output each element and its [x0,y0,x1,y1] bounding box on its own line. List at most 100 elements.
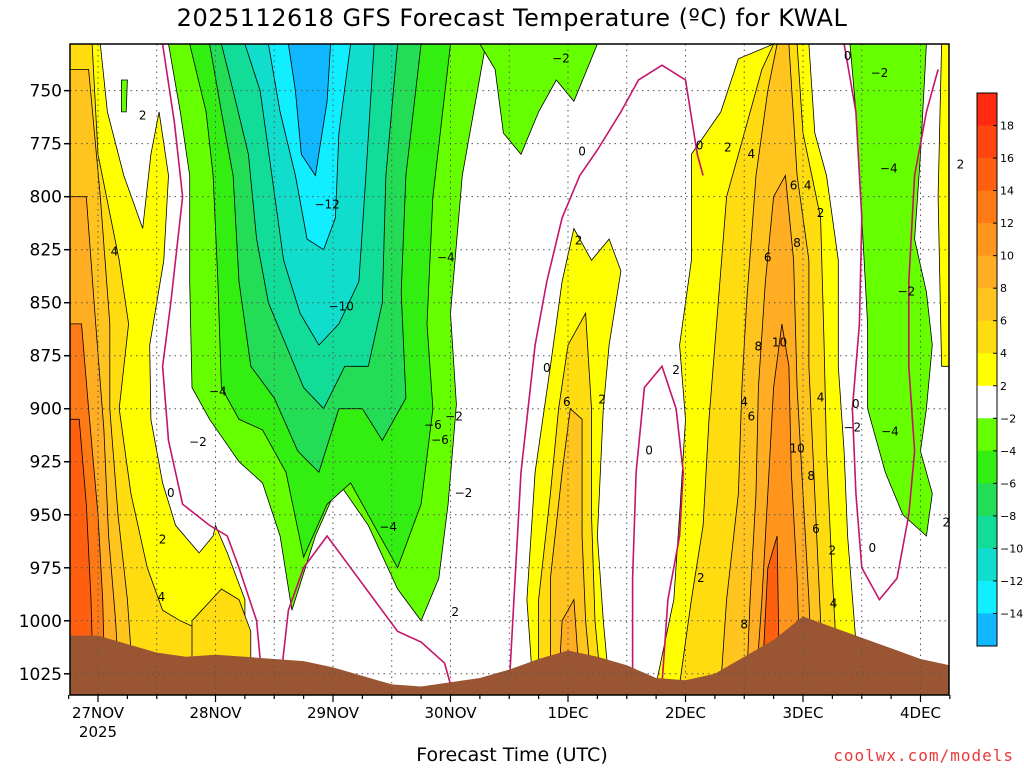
contour-label-42: 2 [697,571,705,585]
contour-label-8: −10 [329,299,354,313]
colorbar-frame [976,92,998,647]
colorbar-label: −12 [1000,575,1023,588]
y-tick-label: 900 [30,400,62,420]
colorbar-label: 10 [1000,250,1014,263]
y-tick-label: 975 [30,559,62,579]
ground-surface [70,616,949,695]
y-axis: 750 775 800 825 850 875 900 925 950 975 1000 1025 [19,82,70,685]
zero-isotherm-2 [508,64,704,685]
contour-label-5: −2 [189,435,207,449]
contour-label-12: −4 [437,251,455,265]
contour-label-26: 4 [747,147,755,161]
x-tick-label: 29NOV [307,704,360,722]
colorbar-swatch-6 [977,288,997,322]
temperature-region-13 [287,44,332,177]
colorbar-swatch-gt18 [977,93,997,127]
colorbar-label: 12 [1000,217,1014,230]
contour-label-29: 6 [764,251,772,265]
colorbar-swatch-m14 [977,613,997,647]
contour-label-38: 8 [807,469,815,483]
contour-label-17: 6 [563,395,571,409]
x-year-label: 2025 [79,723,117,741]
contour-label-23: 0 [645,444,653,458]
x-axis-label: Forecast Time (UTC) [416,744,608,766]
y-tick-label: 950 [30,506,62,526]
temperature-region-27 [937,44,949,367]
temperature-region-5 [70,418,94,685]
contour-label-48: −2 [898,285,916,299]
colorbar-legend: 18 16 14 12 10 8 6 4 2 −2 −4 −6 −8 −10 −12 −14 [976,92,1023,647]
colorbar-swatch-0 [977,385,997,419]
colorbar-swatch-m12 [977,580,997,614]
contour-label-19: 2 [575,234,583,248]
x-tick-label: 30NOV [424,704,477,722]
source-credit: coolwx.com/models [833,746,1014,765]
contour-label-39: 6 [812,522,820,536]
contour-label-31: 10 [772,335,787,349]
zero-isotherm-0 [161,44,264,685]
y-tick-label: 1000 [19,612,62,632]
contour-label-34: 8 [793,236,801,250]
contour-label-0: 2 [139,109,147,123]
contour-label-32: 6 [790,179,798,193]
x-axis: 27NOV 28NOV 29NOV 30NOV 1DEC 2DEC 3DEC 4DEC 2025 [68,695,951,741]
y-tick-label: 775 [30,135,62,155]
colorbar-label: 16 [1000,152,1014,165]
zero-isotherm-4 [843,44,939,602]
x-tick-label: 3DEC [782,704,823,722]
contour-label-37: 10 [789,442,804,456]
colorbar-label: −6 [1000,477,1016,490]
contour-label-25: 2 [724,140,732,154]
x-tick-label: 27NOV [72,704,125,722]
x-tick-label: 2DEC [665,704,706,722]
y-tick-label: 875 [30,347,62,367]
colorbar-swatch-4 [977,320,997,354]
colorbar-label: 2 [1000,380,1007,393]
colorbar-label: −2 [1000,412,1016,425]
contour-label-43: 8 [740,618,748,632]
contour-label-28: 6 [747,410,755,424]
y-tick-label: 925 [30,453,62,473]
colorbar-swatch-m8 [977,515,997,549]
colorbar-swatch-m6 [977,483,997,517]
contour-label-46: −4 [881,425,899,439]
contour-label-40: 2 [829,543,837,557]
contour-label-11: −6 [431,433,449,447]
chart-title: 2025112618 GFS Forecast Temperature (ºC)… [176,4,848,32]
contour-label-33: 4 [804,179,812,193]
x-tick-label: 1DEC [547,704,588,722]
contour-label-22: 2 [672,363,680,377]
contour-label-36: 4 [817,391,825,405]
contour-label-53: 0 [844,49,852,63]
contour-label-15: 2 [451,605,459,619]
temperature-region-15 [479,44,598,156]
contour-label-3: 4 [158,590,166,604]
colorbar-swatch-8 [977,255,997,289]
contour-label-49: 0 [869,541,877,555]
contour-label-7: −12 [314,198,339,212]
contour-label-20: 0 [578,145,586,159]
contour-label-2: 2 [159,533,167,547]
contour-label-4: 0 [167,486,175,500]
y-tick-label: 750 [30,82,62,102]
colorbar-swatch-12 [977,190,997,224]
zero-isotherm-3 [631,364,685,685]
zero-isotherm-1 [279,534,452,685]
contour-label-45: −2 [843,420,861,434]
contour-label-51: 2 [957,157,965,171]
grid-lines [70,44,949,695]
contour-label-6: −4 [209,384,227,398]
contour-label-1: 4 [111,244,119,258]
contour-label-50: 2 [943,516,951,530]
colorbar-label: 18 [1000,120,1014,133]
colorbar-swatch-m4 [977,450,997,484]
colorbar-label: −4 [1000,445,1016,458]
contour-label-10: −6 [424,418,442,432]
contour-label-13: −2 [445,410,463,424]
colorbar-swatch-14 [977,158,997,192]
y-tick-label: 800 [30,188,62,208]
colorbar-swatch-m2 [977,418,997,452]
contour-label-24: 0 [696,138,704,152]
terrain-ground [70,616,949,695]
contour-label-52: −2 [871,66,889,80]
